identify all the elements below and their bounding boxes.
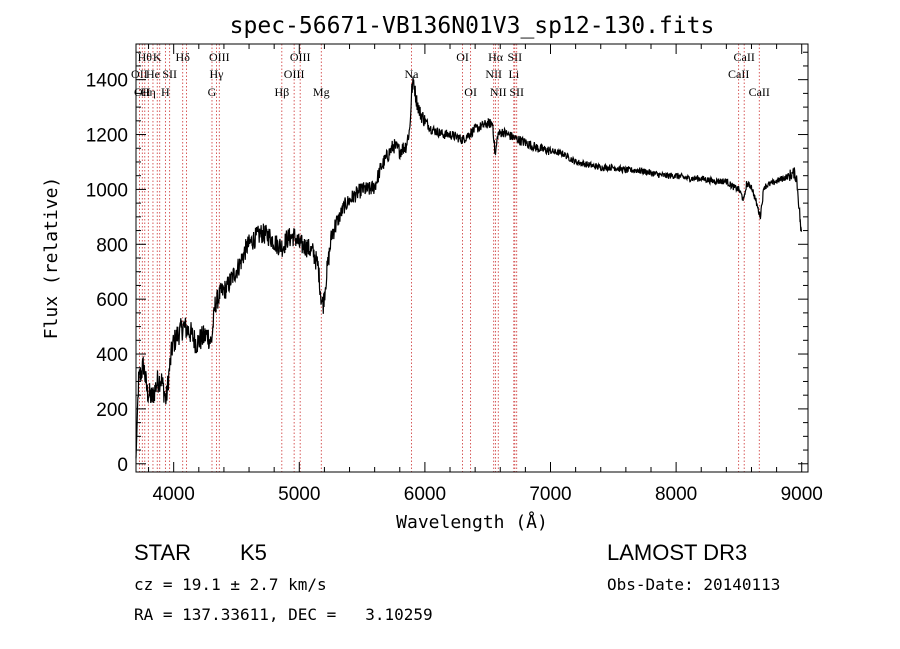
object-class: STAR [134,540,192,565]
spectral-line-label: Hα [488,50,504,64]
y-tick-label: 800 [96,235,128,256]
x-tick-label: 4000 [153,484,195,505]
y-tick-label: 400 [96,345,128,366]
spectral-line-label: OII [131,67,148,81]
y-tick-label: 0 [117,455,128,476]
spectral-line-label: He [146,67,160,81]
spectral-line-label: Hδ [176,50,191,64]
spectral-line-label: OIII [284,67,305,81]
x-axis-label: Wavelength (Å) [396,511,548,533]
spectral-line-label: Na [404,67,419,81]
spectral-line-label: NII [485,67,502,81]
spectral-line-label: SII [507,50,522,64]
spectral-line-label: K [153,50,162,64]
spectral-line-label: H [161,85,170,99]
spectral-line-label: OI [456,50,469,64]
spectral-line-label: Li [508,67,519,81]
x-tick-label: 9000 [781,484,823,505]
redshift-text: cz = 19.1 ± 2.7 km/s [134,575,327,594]
plot-frame [135,43,809,473]
x-tick-label: 6000 [404,484,446,505]
spectral-line-label: OI [464,85,477,99]
y-tick-label: 1200 [86,126,128,147]
spectral-line-label: OIII [209,50,230,64]
spectral-line-label: Hβ [274,85,289,99]
chart-title: spec-56671-VB136N01V3_sp12-130.fits [230,13,715,39]
spectral-line-label: CaII [749,85,770,99]
spectral-lines-layer: OII OII Hθ Hη He K H SII Hδ G Hγ OIII Hβ OIII OIII Mg Na… [131,44,770,472]
x-tick-label: 7000 [529,484,571,505]
spectral-line-label: SII [162,67,177,81]
spectral-line-label: CaII [734,50,755,64]
spectral-line-label: Hη [141,85,156,99]
y-axis-label: Flux (relative) [41,177,62,340]
object-subclass: K5 [240,540,267,565]
spectral-line-label: Hθ [138,50,153,64]
x-tick-label: 8000 [655,484,697,505]
spectrum-line [135,76,803,459]
tick-labels: 4000 5000 6000 7000 8000 9000 0 200 400 600 800 100… [86,71,823,505]
spectral-line-label: G [208,85,217,99]
spectral-line-label: CaII [728,67,749,81]
obs-date-text: Obs-Date: 20140113 [607,575,781,594]
spectral-line-label: SII [509,85,524,99]
y-tick-label: 1000 [86,180,128,201]
y-tick-label: 200 [96,400,128,421]
y-tick-label: 1400 [86,71,128,92]
x-tick-label: 5000 [278,484,320,505]
spectral-line-label: NII [490,85,507,99]
spectral-line-label: Mg [313,85,330,99]
spectral-line-label: OIII [290,50,311,64]
y-tick-label: 600 [96,290,128,311]
spectral-line-label: OII [134,85,151,99]
axis-ticks [136,44,808,472]
ra-dec-text: RA = 137.33611, DEC = 3.10259 [134,605,433,624]
spectral-line-label: Hγ [210,67,225,81]
survey-name: LAMOST DR3 [607,540,748,565]
